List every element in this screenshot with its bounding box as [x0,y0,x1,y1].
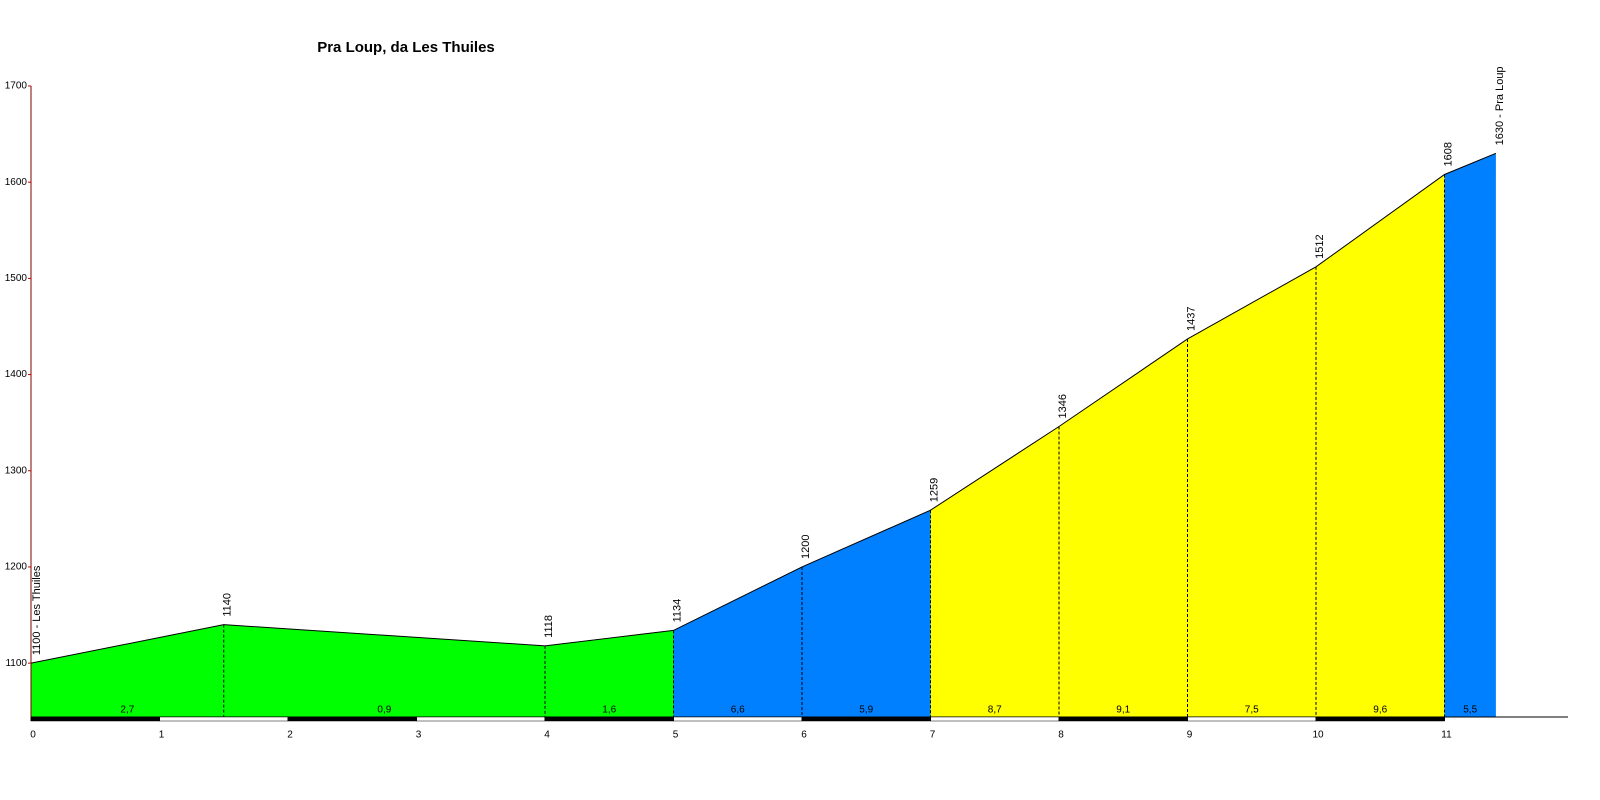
km-strip [159,716,289,722]
y-tick-label: 1400 [5,369,28,380]
segment-area [1059,338,1188,717]
x-tick-label: 4 [544,730,550,741]
km-strip [1315,716,1445,722]
x-tick-label: 11 [1441,730,1452,741]
x-tick-label: 10 [1312,730,1324,741]
grade-label: 1,6 [602,705,616,716]
x-tick-label: 7 [930,730,936,741]
grade-label: 5,9 [859,705,873,716]
grade-label: 7,5 [1245,705,1259,716]
km-strip [287,716,417,722]
x-tick-label: 6 [801,730,807,741]
segment-area [31,624,224,717]
x-tick-label: 0 [30,730,36,741]
x-tick-label: 8 [1058,730,1064,741]
x-tick-label: 5 [673,730,679,741]
y-tick-label: 1500 [5,273,28,284]
segment-area [1187,266,1316,717]
y-tick-label: 1700 [5,81,28,92]
km-strip [1187,716,1317,722]
chart-title: Pra Loup, da Les Thuiles [317,39,495,56]
y-tick-label: 1100 [5,658,27,669]
elevation-label: 1200 [800,534,812,558]
grade-label: 2,7 [120,705,134,716]
grade-label: 9,1 [1116,705,1130,716]
grade-label: 8,7 [988,705,1002,716]
km-strip [673,716,803,722]
segment-area [545,630,674,717]
km-strip [801,716,931,722]
elevation-label: 1512 [1314,234,1326,258]
elevation-label: 1437 [1185,306,1197,330]
segment-area [930,426,1059,717]
elevation-label: 1630 - Pra Loup [1494,66,1506,145]
km-strip [930,716,1060,722]
grade-label: 0,9 [377,705,391,716]
segment-area [1316,174,1445,717]
y-tick-label: 1300 [5,465,28,476]
km-strip [30,716,160,722]
segment-area [802,510,931,717]
y-tick-label: 1200 [5,562,28,573]
segment-area [1444,153,1496,717]
elevation-label: 1134 [671,599,683,623]
elevation-label: 1608 [1442,142,1454,166]
x-tick-label: 9 [1187,730,1193,741]
km-strip [544,716,674,722]
elevation-label: 1100 - Les Thuiles [31,565,43,655]
segment-area [673,566,802,717]
grade-label: 9,6 [1373,705,1387,716]
elevation-label: 1118 [543,615,555,638]
elevation-label: 1140 [222,593,234,617]
profile-line [30,152,1497,664]
segment-area [223,624,545,717]
elevation-label: 1346 [1057,394,1069,418]
x-tick-label: 2 [287,730,293,741]
elevation-label: 1259 [928,478,940,502]
grade-label: 6,6 [731,705,745,716]
x-tick-label: 3 [416,730,422,741]
x-tick-label: 1 [159,730,165,741]
grade-label: 5,5 [1463,705,1477,716]
y-tick-label: 1600 [5,177,28,188]
km-strip [416,716,546,722]
km-strip [1058,716,1188,722]
